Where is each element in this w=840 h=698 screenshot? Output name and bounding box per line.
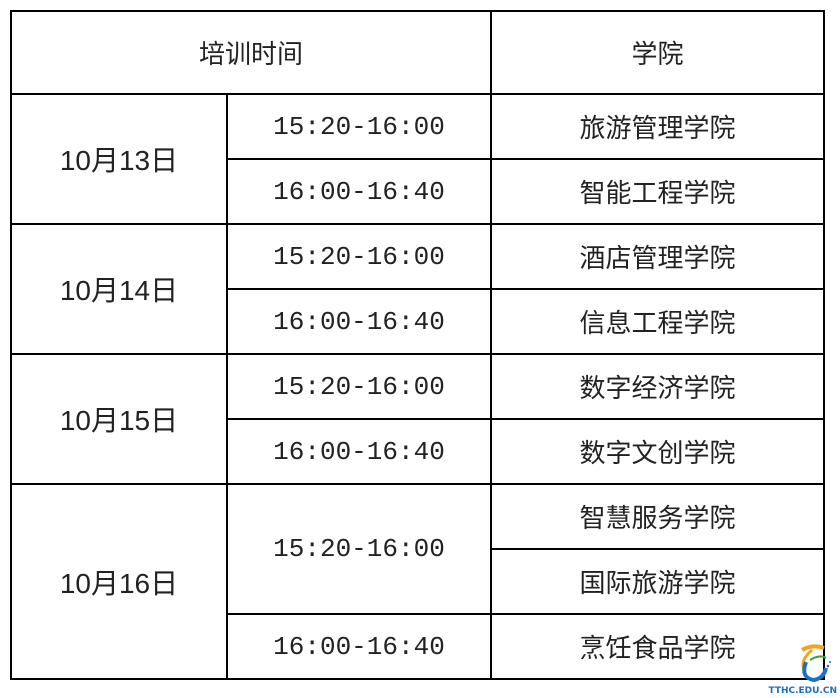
table-row: 10月15日 15:20-16:00 数字经济学院 [10,353,825,485]
table-row: 国际旅游学院 [11,548,825,615]
table-row: 16:00-16:40 烹饪食品学院 [11,613,825,680]
time-cell: 16:00-16:40 [226,158,492,225]
time-cell: 15:20-16:00 [226,223,492,290]
time-cell: 16:00-16:40 [226,288,492,355]
college-cell: 国际旅游学院 [490,548,825,615]
college-cell: 数字经济学院 [490,353,825,420]
table-row: 10月13日 15:20-16:00 旅游管理学院 [10,93,825,225]
table-row: 16:00-16:40 数字文创学院 [11,418,825,485]
college-cell: 智能工程学院 [490,158,825,225]
table-row: 10月14日 15:20-16:00 酒店管理学院 [10,223,825,355]
table-row: 10月16日 15:20-16:00 智慧服务学院 [10,483,825,680]
time-cell: 16:00-16:40 [226,418,492,485]
date-cell: 10月16日 [10,483,228,680]
watermark-text: TTHC.EDU.CN [767,686,838,697]
header-row: 培训时间 学院 [10,10,825,95]
date-cell: 10月14日 [10,223,228,355]
time-cell: 15:20-16:00 [226,483,492,615]
college-cell: 酒店管理学院 [490,223,825,290]
college-cell: 烹饪食品学院 [490,613,825,680]
college-cell: 旅游管理学院 [490,93,825,160]
school-logo-icon [800,644,831,683]
date-cell: 10月15日 [10,353,228,485]
college-cell: 数字文创学院 [490,418,825,485]
table-row: 16:00-16:40 智能工程学院 [11,158,825,225]
header-college: 学院 [490,10,825,95]
date-cell: 10月13日 [10,93,228,225]
training-schedule-table: 培训时间 学院 10月13日 15:20-16:00 旅游管理学院 16:00-16:… [10,10,825,680]
time-cell: 16:00-16:40 [226,613,492,680]
table-row: 16:00-16:40 信息工程学院 [11,288,825,355]
time-cell: 15:20-16:00 [226,353,492,420]
college-cell: 信息工程学院 [490,288,825,355]
header-training-time: 培训时间 [10,10,492,95]
time-cell: 15:20-16:00 [226,93,492,160]
college-cell: 智慧服务学院 [490,483,825,550]
